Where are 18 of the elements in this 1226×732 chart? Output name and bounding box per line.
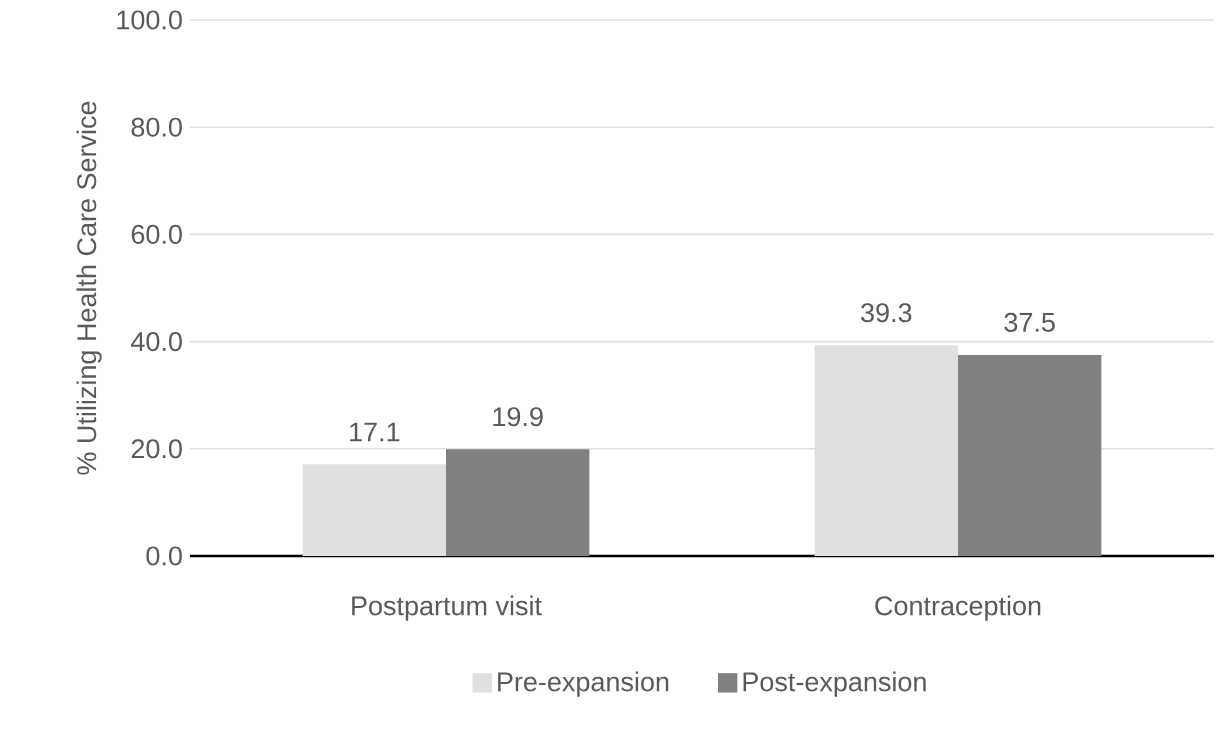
y-tick-label: 20.0 bbox=[131, 439, 182, 459]
y-tick-label: 40.0 bbox=[131, 332, 182, 352]
y-axis-title: % Utilizing Health Care Service bbox=[76, 101, 102, 475]
x-tick-label: Postpartum visit bbox=[352, 595, 542, 621]
bar bbox=[302, 464, 446, 556]
data-label: 19.9 bbox=[493, 407, 543, 427]
y-tick-label: 100.0 bbox=[117, 10, 182, 30]
data-label: 37.5 bbox=[1004, 312, 1055, 332]
y-tick-label: 80.0 bbox=[131, 117, 182, 137]
bar bbox=[446, 449, 590, 556]
bar bbox=[958, 354, 1102, 556]
data-label: 17.1 bbox=[350, 422, 400, 442]
x-tick-label: Contraception bbox=[875, 595, 1041, 621]
y-tick-label: 0.0 bbox=[146, 546, 182, 566]
data-label: 39.3 bbox=[861, 303, 912, 323]
legend-label: Pre-expansion bbox=[498, 671, 669, 697]
legend-label: Post-expansion bbox=[743, 671, 926, 697]
y-tick-label: 60.0 bbox=[131, 224, 182, 244]
